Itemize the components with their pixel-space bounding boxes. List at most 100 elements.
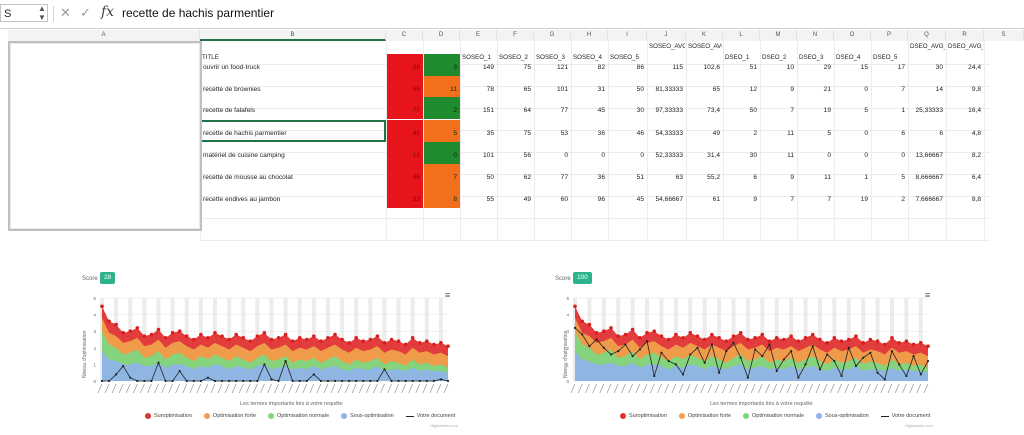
table-cell[interactable]: 5	[901, 174, 905, 181]
chart-credit[interactable]: Highcharts.com	[430, 423, 458, 428]
table-row-title[interactable]: recette de brownies	[203, 86, 261, 93]
table-cell[interactable]: 50	[749, 107, 757, 114]
table-cell[interactable]: 9	[790, 174, 794, 181]
column-header-g[interactable]: G	[534, 30, 571, 41]
column-header-p[interactable]: P	[871, 30, 908, 41]
dseo-cell[interactable]: 2	[453, 107, 457, 114]
table-cell[interactable]: 0	[564, 152, 568, 159]
table-cell[interactable]: 5	[827, 130, 831, 137]
table-cell[interactable]: 77	[560, 107, 568, 114]
hamburger-menu-icon[interactable]: ≡	[925, 290, 931, 300]
table-cell[interactable]: 15	[860, 64, 868, 71]
table-cell[interactable]: 55,2	[707, 174, 720, 181]
table-cell[interactable]: 46	[636, 130, 644, 137]
table-cell[interactable]: 51	[636, 174, 644, 181]
soseo-cell[interactable]: 13	[412, 152, 420, 159]
soseo-cell[interactable]: 45	[412, 174, 420, 181]
table-cell[interactable]: 60	[560, 196, 568, 203]
legend-item[interactable]: Suroptimisation	[145, 413, 192, 419]
embedded-image-placeholder[interactable]	[8, 41, 202, 231]
header-cell[interactable]: DSEO_AVG_5	[948, 43, 983, 50]
close-icon[interactable]: ✕	[60, 5, 71, 20]
table-row-title[interactable]: ouvrir un food-truck	[203, 64, 260, 71]
header-cell[interactable]: SOSEO_1	[462, 54, 491, 61]
table-cell[interactable]: 29	[823, 64, 831, 71]
table-cell[interactable]: 1	[864, 174, 868, 181]
dseo-cell[interactable]: 7	[453, 174, 457, 181]
table-cell[interactable]: 115	[672, 64, 683, 71]
table-cell[interactable]: 101	[556, 86, 568, 93]
table-cell[interactable]: 36	[597, 174, 605, 181]
table-cell[interactable]: 45	[597, 107, 605, 114]
soseo-cell[interactable]: 65	[412, 86, 420, 93]
table-cell[interactable]: 9	[753, 196, 757, 203]
table-cell[interactable]: 19	[860, 196, 868, 203]
table-cell[interactable]: 49	[712, 130, 720, 137]
soseo-cell[interactable]: 53	[412, 196, 420, 203]
table-cell[interactable]: 12	[749, 86, 757, 93]
column-header-i[interactable]: I	[608, 30, 647, 41]
table-cell[interactable]: 11	[787, 152, 794, 159]
column-header-d[interactable]: D	[423, 30, 460, 41]
table-cell[interactable]: 63	[675, 174, 683, 181]
table-cell[interactable]: 54,33333	[655, 130, 683, 137]
table-cell[interactable]: 2	[753, 130, 757, 137]
table-cell[interactable]: 0	[901, 152, 905, 159]
check-icon[interactable]: ✓	[80, 5, 91, 20]
table-cell[interactable]: 51	[749, 64, 757, 71]
table-cell[interactable]: 81,33333	[655, 86, 683, 93]
table-cell[interactable]: 7,666667	[915, 196, 943, 203]
dseo-cell[interactable]: 8	[453, 196, 457, 203]
table-cell[interactable]: 7	[790, 107, 794, 114]
column-header-f[interactable]: F	[497, 30, 534, 41]
table-cell[interactable]: 31,4	[707, 152, 720, 159]
legend-item[interactable]: Optimisation normale	[743, 413, 804, 419]
legend-item[interactable]: Optimisation forte	[678, 413, 731, 419]
hamburger-menu-icon[interactable]: ≡	[445, 290, 451, 300]
table-cell[interactable]: 8,666667	[915, 174, 943, 181]
table-cell[interactable]: 64	[523, 107, 531, 114]
header-cell[interactable]: DSEO_5	[873, 54, 898, 61]
table-cell[interactable]: 0	[601, 152, 605, 159]
table-cell[interactable]: 13,66667	[915, 152, 943, 159]
soseo-cell[interactable]: 28	[412, 64, 420, 71]
table-cell[interactable]: 45	[636, 196, 644, 203]
column-header-b[interactable]: B	[200, 30, 386, 41]
table-cell[interactable]: 65	[712, 86, 720, 93]
table-cell[interactable]: 96	[597, 196, 605, 203]
table-cell[interactable]: 121	[556, 64, 568, 71]
table-cell[interactable]: 65	[523, 86, 531, 93]
soseo-cell[interactable]: 77	[412, 107, 420, 114]
table-cell[interactable]: 24,4	[968, 64, 981, 71]
column-header-c[interactable]: C	[386, 30, 423, 41]
dseo-cell[interactable]: 3	[453, 64, 457, 71]
table-cell[interactable]: 86	[636, 64, 644, 71]
table-cell[interactable]: 0	[827, 152, 831, 159]
fx-icon[interactable]: fx	[101, 4, 115, 20]
column-header-k[interactable]: K	[686, 30, 723, 41]
table-cell[interactable]: 52,33333	[655, 152, 683, 159]
table-cell[interactable]: 11	[824, 174, 831, 181]
table-cell[interactable]: 35	[486, 130, 494, 137]
column-header-h[interactable]: H	[571, 30, 608, 41]
table-cell[interactable]: 75	[523, 130, 531, 137]
table-cell[interactable]: 6	[753, 174, 757, 181]
table-cell[interactable]: 56	[523, 152, 531, 159]
table-cell[interactable]: 0	[864, 86, 868, 93]
table-cell[interactable]: 49	[523, 196, 531, 203]
column-header-n[interactable]: N	[797, 30, 834, 41]
formula-input[interactable]: recette de hachis parmentier	[122, 6, 275, 20]
table-cell[interactable]: 10	[786, 64, 794, 71]
column-header-q[interactable]: Q	[908, 30, 946, 41]
column-header-l[interactable]: L	[723, 30, 760, 41]
header-cell[interactable]: SOSEO_2	[499, 54, 528, 61]
column-header-j[interactable]: J	[647, 30, 686, 41]
table-cell[interactable]: 53	[560, 130, 568, 137]
table-cell[interactable]: 101	[482, 152, 494, 159]
table-cell[interactable]: 14	[935, 86, 943, 93]
column-header-r[interactable]: R	[946, 30, 984, 41]
name-box[interactable]: S	[0, 4, 48, 22]
table-cell[interactable]: 102,6	[703, 64, 720, 71]
table-cell[interactable]: 9,8	[971, 86, 981, 93]
table-cell[interactable]: 0	[864, 130, 868, 137]
